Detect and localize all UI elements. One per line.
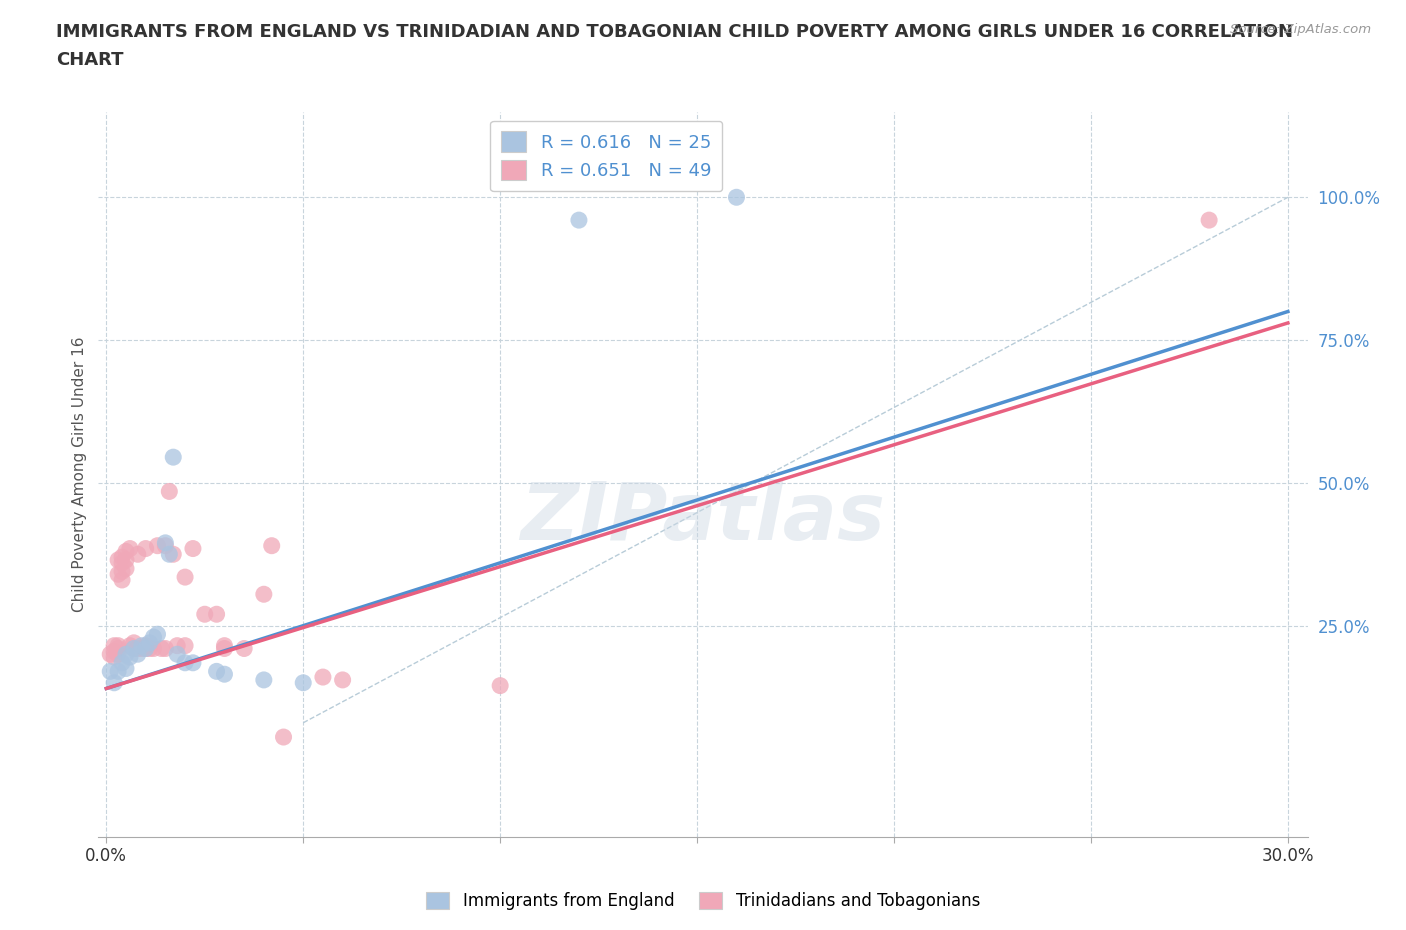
Point [127,641,149,656]
Point [205,606,228,621]
Point [568,213,591,228]
Point [150,641,173,656]
Point [157,484,180,498]
Point [489,678,512,693]
Point [131,641,153,656]
Point [127,547,149,562]
Point [181,541,204,556]
Point [253,587,276,602]
Point [115,552,138,567]
Point [1198,213,1220,228]
Point [118,638,141,653]
Point [107,646,129,661]
Point [115,544,138,559]
Point [146,627,169,642]
Point [214,641,236,656]
Point [118,541,141,556]
Point [122,635,145,650]
Point [214,638,236,653]
Point [98,664,121,679]
Text: ZIPatlas: ZIPatlas [520,479,886,557]
Point [135,638,157,653]
Point [107,641,129,656]
Point [146,538,169,553]
Point [233,641,256,656]
Point [312,670,335,684]
Legend: Immigrants from England, Trinidadians and Tobagonians: Immigrants from England, Trinidadians an… [419,885,987,917]
Point [122,641,145,656]
Point [111,555,134,570]
Text: Source: ZipAtlas.com: Source: ZipAtlas.com [1230,23,1371,36]
Point [155,538,177,553]
Point [174,656,197,671]
Point [332,672,354,687]
Point [166,646,188,661]
Point [103,638,125,653]
Point [138,635,160,650]
Point [103,650,125,665]
Point [135,641,157,656]
Point [131,638,153,653]
Point [260,538,283,553]
Point [162,547,184,562]
Point [181,656,204,671]
Point [111,550,134,565]
Point [107,552,129,567]
Point [142,641,165,656]
Point [103,644,125,658]
Point [107,638,129,653]
Point [111,564,134,578]
Point [138,641,160,656]
Text: IMMIGRANTS FROM ENGLAND VS TRINIDADIAN AND TOBAGONIAN CHILD POVERTY AMONG GIRLS : IMMIGRANTS FROM ENGLAND VS TRINIDADIAN A… [56,23,1294,41]
Point [194,606,217,621]
Point [127,646,149,661]
Point [122,641,145,656]
Point [115,661,138,676]
Point [162,450,184,465]
Point [174,570,197,585]
Point [273,730,295,745]
Point [118,650,141,665]
Point [135,641,157,656]
Legend: R = 0.616   N = 25, R = 0.651   N = 49: R = 0.616 N = 25, R = 0.651 N = 49 [491,121,723,192]
Point [98,646,121,661]
Point [157,547,180,562]
Point [111,656,134,671]
Point [135,541,157,556]
Point [155,641,177,656]
Point [107,566,129,581]
Point [142,630,165,644]
Point [107,664,129,679]
Text: CHART: CHART [56,51,124,69]
Point [292,675,315,690]
Y-axis label: Child Poverty Among Girls Under 16: Child Poverty Among Girls Under 16 [72,337,87,612]
Point [253,672,276,687]
Point [205,664,228,679]
Point [111,573,134,588]
Point [115,561,138,576]
Point [103,675,125,690]
Point [214,667,236,682]
Point [166,638,188,653]
Point [155,536,177,551]
Point [725,190,748,205]
Point [115,646,138,661]
Point [174,638,197,653]
